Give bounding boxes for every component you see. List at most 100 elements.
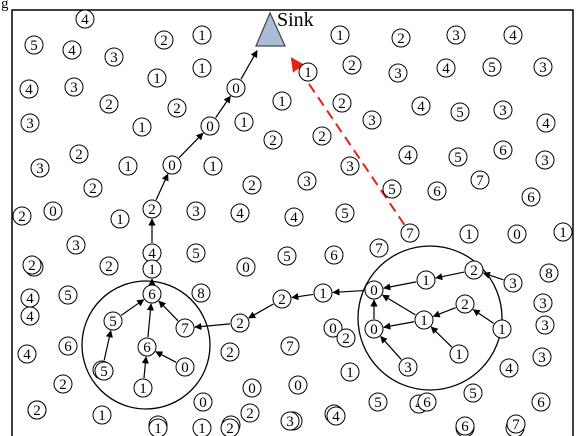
sensor-node-circle xyxy=(142,199,162,219)
sensor-node-circle xyxy=(411,96,431,116)
route-edge xyxy=(146,303,155,338)
sensor-node: 2 xyxy=(240,403,260,423)
sensor-node-hop-count: 1 xyxy=(319,286,327,302)
sensor-node: 1 xyxy=(416,270,436,290)
sensor-node: 2 xyxy=(220,418,240,436)
sensor-node-circle xyxy=(236,257,256,277)
sensor-node: 1 xyxy=(340,362,360,382)
sensor-node-hop-count: 1 xyxy=(154,421,162,436)
route-edge xyxy=(381,294,416,316)
sensor-node: 1 xyxy=(118,156,138,176)
sensor-node: 1 xyxy=(234,112,254,132)
sensor-node: 1 xyxy=(147,68,167,88)
sensor-node-hop-count: 4 xyxy=(505,361,513,377)
sensor-node-circle xyxy=(362,110,382,130)
plot-border xyxy=(11,9,574,436)
sensor-node-circle xyxy=(148,418,168,436)
sensor-node-circle xyxy=(64,77,84,97)
sensor-node-hop-count: 0 xyxy=(370,322,378,338)
sensor-node: 1 xyxy=(203,156,223,176)
sensor-node-hop-count: 2 xyxy=(59,377,67,393)
sensor-node-hop-count: 4 xyxy=(332,409,340,425)
sensor-node-circle xyxy=(553,222,573,242)
sensor-node-hop-count: 1 xyxy=(420,313,428,329)
sink-label: Sink xyxy=(277,9,314,31)
sensor-node: 2 xyxy=(142,199,162,219)
sensor-node-hop-count: 6 xyxy=(330,248,338,264)
sensor-node: 2 xyxy=(99,256,119,276)
sensor-node: 2 xyxy=(242,175,262,195)
sensor-node: 1 xyxy=(110,209,130,229)
sensor-node-hop-count: 1 xyxy=(209,159,217,175)
sensor-node: 4 xyxy=(230,203,250,223)
sensor-node-hop-count: 0 xyxy=(168,158,176,174)
sensor-node-circle xyxy=(133,378,153,398)
route-edge xyxy=(120,299,145,316)
sensor-node-hop-count: 2 xyxy=(470,263,478,279)
sensor-node-circle xyxy=(192,58,212,78)
sensor-node-hop-count: 1 xyxy=(138,120,146,136)
routing-edges xyxy=(103,50,504,379)
sensor-node-circle xyxy=(493,100,513,120)
sensor-node-hop-count: 5 xyxy=(100,364,108,380)
sensor-node: 1 xyxy=(459,224,479,244)
sensor-node-hop-count: 1 xyxy=(198,61,206,77)
sensor-node-circle xyxy=(388,63,408,83)
sensor-node-circle xyxy=(132,117,152,137)
sensor-node-hop-count: 3 xyxy=(541,153,549,169)
sensor-node-circle xyxy=(192,418,212,436)
sensor-node: 5 xyxy=(277,246,297,266)
sensor-node-circle xyxy=(230,313,250,333)
sensor-node: 0 xyxy=(288,375,308,395)
sensor-node-hop-count: 5 xyxy=(469,386,477,402)
sensor-node-circle xyxy=(503,25,523,45)
sensor-node: 0 xyxy=(200,116,220,136)
sensor-node-circle xyxy=(142,284,162,304)
sensor-node-hop-count: 2 xyxy=(105,259,113,275)
sensor-node-hop-count: 3 xyxy=(286,414,294,430)
sensor-node: 2 xyxy=(230,313,250,333)
sensor-node: 1 xyxy=(330,25,350,45)
sensor-node-circle xyxy=(175,318,195,338)
route-edge xyxy=(472,309,495,324)
sensor-node: 0 xyxy=(162,155,182,175)
sensor-node: 0 xyxy=(236,257,256,277)
sensor-node: 8 xyxy=(191,283,211,303)
sensor-node-hop-count: 3 xyxy=(404,360,412,376)
sensor-node-hop-count: 5 xyxy=(30,38,38,54)
sensor-node-circle xyxy=(535,315,555,335)
sensor-node-hop-count: 3 xyxy=(110,50,118,66)
sensor-node-hop-count: 1 xyxy=(240,115,248,131)
sensor-node-circle xyxy=(340,156,360,176)
sensor-node-circle xyxy=(369,238,389,258)
sensor-node-circle xyxy=(242,378,262,398)
sensor-node: 3 xyxy=(30,158,50,178)
sensor-node-circle xyxy=(531,392,551,412)
sensor-node-circle xyxy=(75,9,95,29)
sensor-node: 2 xyxy=(263,130,283,150)
sensor-node-hop-count: 0 xyxy=(370,283,378,299)
sensor-node-hop-count: 0 xyxy=(181,360,189,376)
sensor-node: 4 xyxy=(411,96,431,116)
sensor-node-hop-count: 0 xyxy=(242,260,250,276)
sensor-node: 3 xyxy=(340,156,360,176)
sensor-node-hop-count: 1 xyxy=(139,381,147,397)
sensor-node-circle xyxy=(533,57,553,77)
dashed-route-edge xyxy=(290,57,406,226)
sensor-node-hop-count: 1 xyxy=(198,421,206,436)
figure-label: g xyxy=(1,0,9,12)
sensor-node-circle xyxy=(220,342,240,362)
sensor-node-hop-count: 4 xyxy=(81,12,89,28)
sensor-node-hop-count: 3 xyxy=(26,116,34,132)
sensor-node-hop-count: 0 xyxy=(294,378,302,394)
sensor-node-hop-count: 7 xyxy=(476,173,484,189)
sensor-node-circle xyxy=(450,102,470,122)
route-edge xyxy=(240,50,258,80)
sensor-node: 3 xyxy=(493,100,513,120)
sensor-node-hop-count: 1 xyxy=(304,65,312,81)
sensor-node-circle xyxy=(414,310,434,330)
sensor-node-hop-count: 1 xyxy=(498,322,506,338)
sensor-node: 0 xyxy=(242,378,262,398)
sensor-node: 1 xyxy=(553,222,573,242)
